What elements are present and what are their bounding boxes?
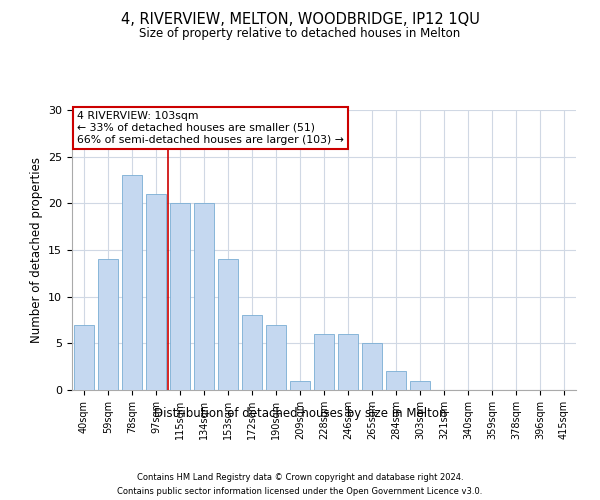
Bar <box>170 204 190 390</box>
Text: Distribution of detached houses by size in Melton: Distribution of detached houses by size … <box>154 408 446 420</box>
Text: 4, RIVERVIEW, MELTON, WOODBRIDGE, IP12 1QU: 4, RIVERVIEW, MELTON, WOODBRIDGE, IP12 1… <box>121 12 479 28</box>
Bar <box>410 380 430 390</box>
Bar <box>122 176 142 390</box>
Bar <box>242 316 262 390</box>
Bar <box>338 334 358 390</box>
Bar <box>146 194 166 390</box>
Bar <box>314 334 334 390</box>
Text: 4 RIVERVIEW: 103sqm
← 33% of detached houses are smaller (51)
66% of semi-detach: 4 RIVERVIEW: 103sqm ← 33% of detached ho… <box>77 112 344 144</box>
Bar <box>386 372 406 390</box>
Bar <box>194 204 214 390</box>
Bar <box>98 260 118 390</box>
Text: Size of property relative to detached houses in Melton: Size of property relative to detached ho… <box>139 28 461 40</box>
Text: Contains HM Land Registry data © Crown copyright and database right 2024.: Contains HM Land Registry data © Crown c… <box>137 472 463 482</box>
Bar <box>218 260 238 390</box>
Bar <box>290 380 310 390</box>
Bar <box>362 344 382 390</box>
Y-axis label: Number of detached properties: Number of detached properties <box>29 157 43 343</box>
Bar <box>74 324 94 390</box>
Text: Contains public sector information licensed under the Open Government Licence v3: Contains public sector information licen… <box>118 488 482 496</box>
Bar <box>266 324 286 390</box>
